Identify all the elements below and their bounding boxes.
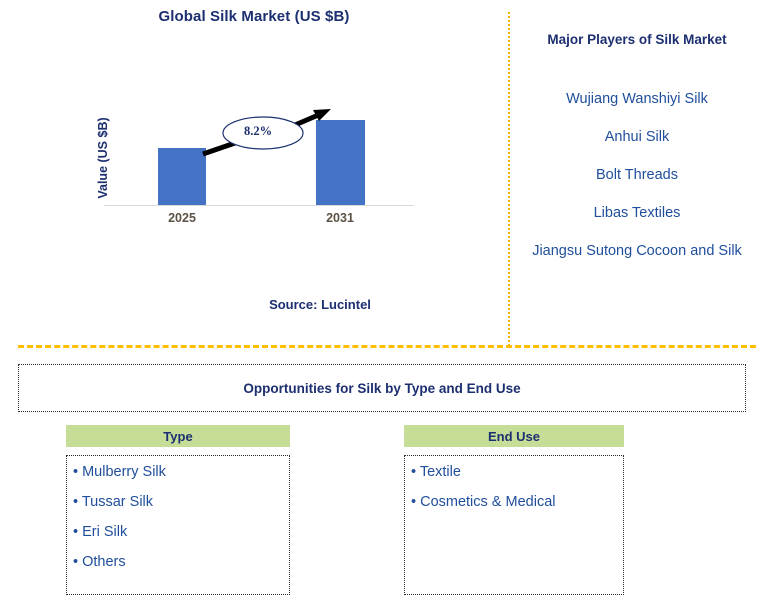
major-players-title: Major Players of Silk Market: [547, 32, 727, 47]
list-item: Libas Textiles: [593, 205, 681, 221]
x-tick-label-2031: 2031: [326, 211, 354, 225]
column-body-type: • Mulberry Silk • Tussar Silk • Eri Silk…: [66, 455, 290, 595]
list-item: • Eri Silk: [73, 524, 128, 540]
horizontal-divider: [18, 345, 756, 348]
opportunities-title-box: Opportunities for Silk by Type and End U…: [18, 364, 746, 412]
x-tick-label-2025: 2025: [168, 211, 196, 225]
source-note: Source: Lucintel: [269, 297, 371, 312]
chart-plot-area: Value (US $B) 2025 2031 8.2%: [0, 0, 508, 240]
column-header-end-use: End Use: [404, 425, 624, 447]
list-item: • Mulberry Silk: [73, 464, 166, 480]
cagr-callout-graphic: [202, 109, 331, 157]
list-item: Anhui Silk: [604, 129, 670, 145]
column-header-type: Type: [66, 425, 290, 447]
list-item: Wujiang Wanshiyi Silk: [566, 91, 708, 107]
list-item: Jiangsu Sutong Cocoon and Silk: [532, 243, 742, 259]
chart-panel: Global Silk Market (US $B) Value (US $B)…: [0, 0, 508, 347]
opportunities-region: Opportunities for Silk by Type and End U…: [0, 347, 764, 613]
column-end-use: End Use • Textile • Cosmetics & Medical: [404, 425, 624, 595]
column-body-end-use: • Textile • Cosmetics & Medical: [404, 455, 624, 595]
bar-2025: [158, 148, 206, 205]
list-item: Bolt Threads: [596, 167, 678, 183]
list-item: • Others: [73, 554, 126, 570]
chart-title: Global Silk Market (US $B): [158, 8, 350, 25]
opportunities-title: Opportunities for Silk by Type and End U…: [243, 380, 521, 396]
y-axis-label: Value (US $B): [96, 117, 110, 199]
major-players-list: Wujiang Wanshiyi Silk Anhui Silk Bolt Th…: [510, 90, 764, 280]
list-item: • Tussar Silk: [73, 494, 154, 510]
column-type: Type • Mulberry Silk • Tussar Silk • Eri…: [66, 425, 290, 595]
major-players-panel: Major Players of Silk Market Wujiang Wan…: [510, 0, 764, 347]
list-item: • Cosmetics & Medical: [411, 494, 556, 510]
bar-2031: [316, 120, 365, 205]
vertical-divider: [508, 12, 510, 346]
x-axis-line: [104, 205, 414, 206]
cagr-value-label: 8.2%: [243, 124, 273, 138]
list-item: • Textile: [411, 464, 461, 480]
top-region: Global Silk Market (US $B) Value (US $B)…: [0, 0, 764, 347]
